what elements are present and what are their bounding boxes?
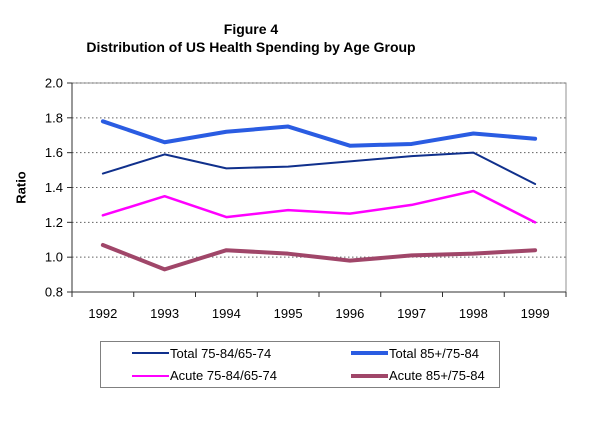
figure-title-text: Distribution of US Health Spending by Ag…	[86, 39, 416, 55]
y-tick-label: 1.6	[45, 145, 63, 160]
x-tick-label: 1992	[88, 306, 117, 321]
legend: Total 75-84/65-74 Total 85+/75-84 Acute …	[100, 341, 500, 388]
legend-label: Total 75-84/65-74	[170, 345, 272, 361]
y-tick-label: 1.8	[45, 110, 63, 125]
x-tick-label: 1993	[150, 306, 179, 321]
y-tick-label: 1.4	[45, 180, 63, 195]
x-tick-label: 1994	[212, 306, 241, 321]
series-line-2	[101, 189, 537, 224]
legend-item-total-75-84: Total 75-84/65-74	[101, 346, 300, 361]
legend-line-swatch-blue	[351, 351, 388, 356]
x-tick-label: 1996	[335, 306, 364, 321]
y-tick-label: 1.2	[45, 215, 63, 230]
series-line-1	[100, 119, 538, 148]
y-tick-label: 0.8	[45, 285, 63, 300]
legend-item-acute-85: Acute 85+/75-84	[300, 368, 499, 383]
chart-title: Figure 4 Distribution of US Health Spend…	[1, 20, 501, 56]
legend-line-swatch-navy	[132, 352, 169, 355]
x-tick-label: 1998	[459, 306, 488, 321]
legend-item-total-85: Total 85+/75-84	[300, 346, 499, 361]
legend-label: Acute 75-84/65-74	[170, 368, 277, 384]
legend-label: Total 85+/75-84	[389, 345, 479, 361]
legend-line-swatch-magenta	[132, 374, 169, 377]
series-line-0	[101, 151, 537, 186]
x-tick-label: 1995	[274, 306, 303, 321]
figure-number: Figure 4	[223, 21, 279, 37]
legend-label: Acute 85+/75-84	[389, 368, 485, 384]
series-line-3	[100, 242, 538, 272]
legend-line-swatch-maroon	[351, 373, 388, 378]
x-tick-label: 1997	[397, 306, 426, 321]
legend-item-acute-75-84: Acute 75-84/65-74	[101, 368, 300, 383]
y-tick-label: 1.0	[45, 250, 63, 265]
x-tick-label: 1999	[521, 306, 550, 321]
y-tick-label: 2.0	[45, 76, 63, 91]
